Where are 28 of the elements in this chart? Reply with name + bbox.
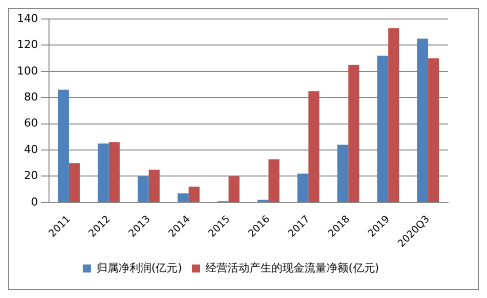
bar <box>348 64 360 202</box>
y-tick-label: 100 <box>16 64 38 78</box>
legend-label: 经营活动产生的现金流量净额(亿元) <box>206 261 380 274</box>
bar <box>268 159 280 202</box>
y-tick-label: 120 <box>16 38 38 52</box>
bar <box>148 170 160 202</box>
y-tick-label: 40 <box>24 142 38 156</box>
bar <box>98 143 109 202</box>
bar <box>428 58 440 202</box>
y-tick-label: 0 <box>30 195 38 208</box>
bar <box>337 144 348 202</box>
y-tick-label: 60 <box>24 116 38 130</box>
bar <box>178 193 189 202</box>
legend-label: 归属净利润(亿元) <box>96 261 182 274</box>
y-tick-label: 80 <box>24 90 38 104</box>
bar <box>297 174 308 202</box>
y-tick-label: 140 <box>16 12 38 25</box>
bar <box>138 176 149 202</box>
bar <box>308 91 320 202</box>
bar <box>68 163 80 202</box>
bar <box>417 38 428 202</box>
y-tick-label: 20 <box>24 169 38 182</box>
bar <box>58 90 69 202</box>
bar <box>108 142 120 202</box>
bar <box>188 186 200 202</box>
bar <box>377 56 388 202</box>
bar <box>388 28 400 202</box>
bar <box>228 176 240 202</box>
